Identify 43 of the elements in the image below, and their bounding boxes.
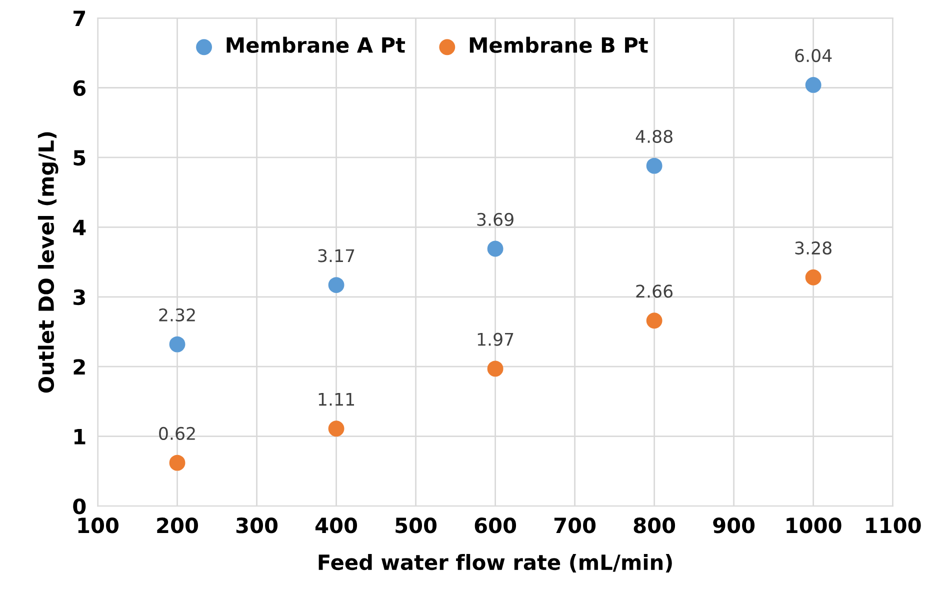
- x-tick-label: 1100: [866, 518, 921, 534]
- x-tick-label: 1000: [786, 518, 842, 534]
- y-tick-label: 6: [73, 80, 86, 96]
- x-tick-label: 300: [236, 518, 278, 534]
- data-label: 1.97: [478, 332, 514, 346]
- data-label: 1.11: [318, 392, 354, 406]
- y-axis-title: Outlet DO level (mg/L): [38, 132, 58, 393]
- data-label: 2.32: [159, 308, 195, 322]
- legend-label: Membrane A Pt: [226, 36, 406, 53]
- point: [646, 158, 662, 174]
- point: [328, 420, 344, 437]
- point: [169, 336, 186, 352]
- legend-label: Membrane B Pt: [470, 36, 648, 53]
- x-tick-label: 900: [713, 518, 755, 534]
- point: [487, 240, 504, 257]
- data-label: 3.28: [795, 241, 832, 255]
- y-tick-label: 1: [74, 429, 86, 444]
- data-label: 3.69: [477, 212, 514, 226]
- x-tick-label: 700: [554, 518, 596, 534]
- y-tick-label: 7: [74, 10, 85, 26]
- x-tick-label: 600: [474, 518, 516, 534]
- x-tick-label: 200: [157, 518, 198, 534]
- data-label: 2.66: [636, 284, 673, 298]
- point: [805, 76, 822, 93]
- point: [169, 454, 186, 471]
- point: [487, 360, 504, 377]
- y-tick-label: 2: [74, 359, 85, 375]
- y-tick-label: 0: [73, 498, 86, 514]
- x-tick-label: 100: [78, 518, 119, 534]
- data-label: 3.17: [318, 249, 354, 262]
- x-tick-label: 400: [315, 518, 358, 534]
- point: [805, 269, 822, 286]
- y-tick-label: 4: [73, 220, 86, 236]
- y-tick-label: 5: [74, 150, 86, 166]
- point: [646, 312, 662, 329]
- x-tick-label: 500: [396, 518, 437, 534]
- x-axis-title: Feed water flow rate (mL/min): [318, 554, 672, 573]
- point: [328, 277, 344, 294]
- data-label: 6.04: [795, 49, 832, 62]
- y-tick-label: 3: [74, 289, 85, 306]
- data-label: 4.88: [636, 130, 672, 144]
- data-label: 0.62: [159, 426, 195, 440]
- x-tick-label: 800: [634, 518, 676, 534]
